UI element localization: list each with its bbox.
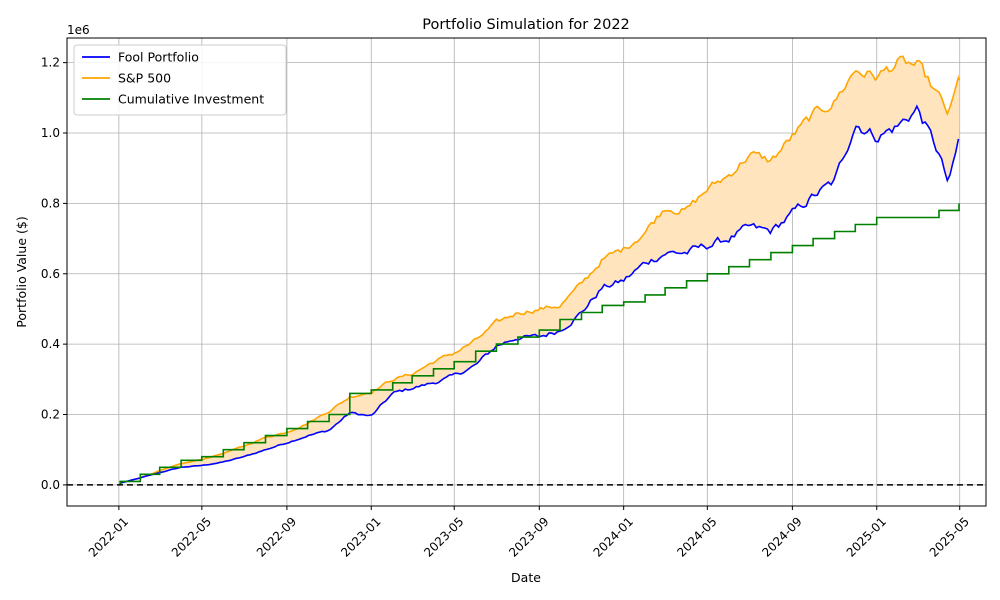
y-tick-label: 0.8 — [41, 196, 60, 210]
y-tick-label: 1.0 — [41, 126, 60, 140]
series-line-sp500 — [120, 55, 960, 484]
legend-label: Cumulative Investment — [118, 92, 264, 107]
fill-between-area — [120, 56, 959, 484]
y-tick-label: 0.4 — [41, 337, 60, 351]
y-axis-ticks: 0.0 0.2 0.4 0.6 0.8 1.0 1.2 — [41, 56, 67, 492]
y-tick-label: 0.0 — [41, 478, 60, 492]
y-tick-label: 0.6 — [41, 267, 60, 281]
plot-frame — [66, 37, 987, 507]
y-tick-label: 0.2 — [41, 408, 60, 422]
fill-between-region — [120, 56, 959, 484]
chart-title: Portfolio Simulation for 2022 — [422, 17, 630, 33]
legend-label: S&P 500 — [118, 71, 171, 86]
y-tick-label: 1.2 — [41, 56, 60, 70]
series-lines — [119, 55, 960, 485]
x-axis-label: Date — [511, 570, 541, 585]
y-offset-label: 1e6 — [67, 23, 90, 37]
legend: Fool Portfolio S&P 500 Cumulative Investme… — [73, 44, 287, 116]
series-line-cumulative-investment — [119, 203, 960, 485]
legend-label: Fool Portfolio — [118, 50, 199, 65]
series-line-fool-portfolio — [120, 104, 960, 484]
y-axis-label: Portfolio Value ($) — [14, 216, 29, 327]
grid — [67, 38, 986, 506]
legend-box — [73, 44, 287, 116]
